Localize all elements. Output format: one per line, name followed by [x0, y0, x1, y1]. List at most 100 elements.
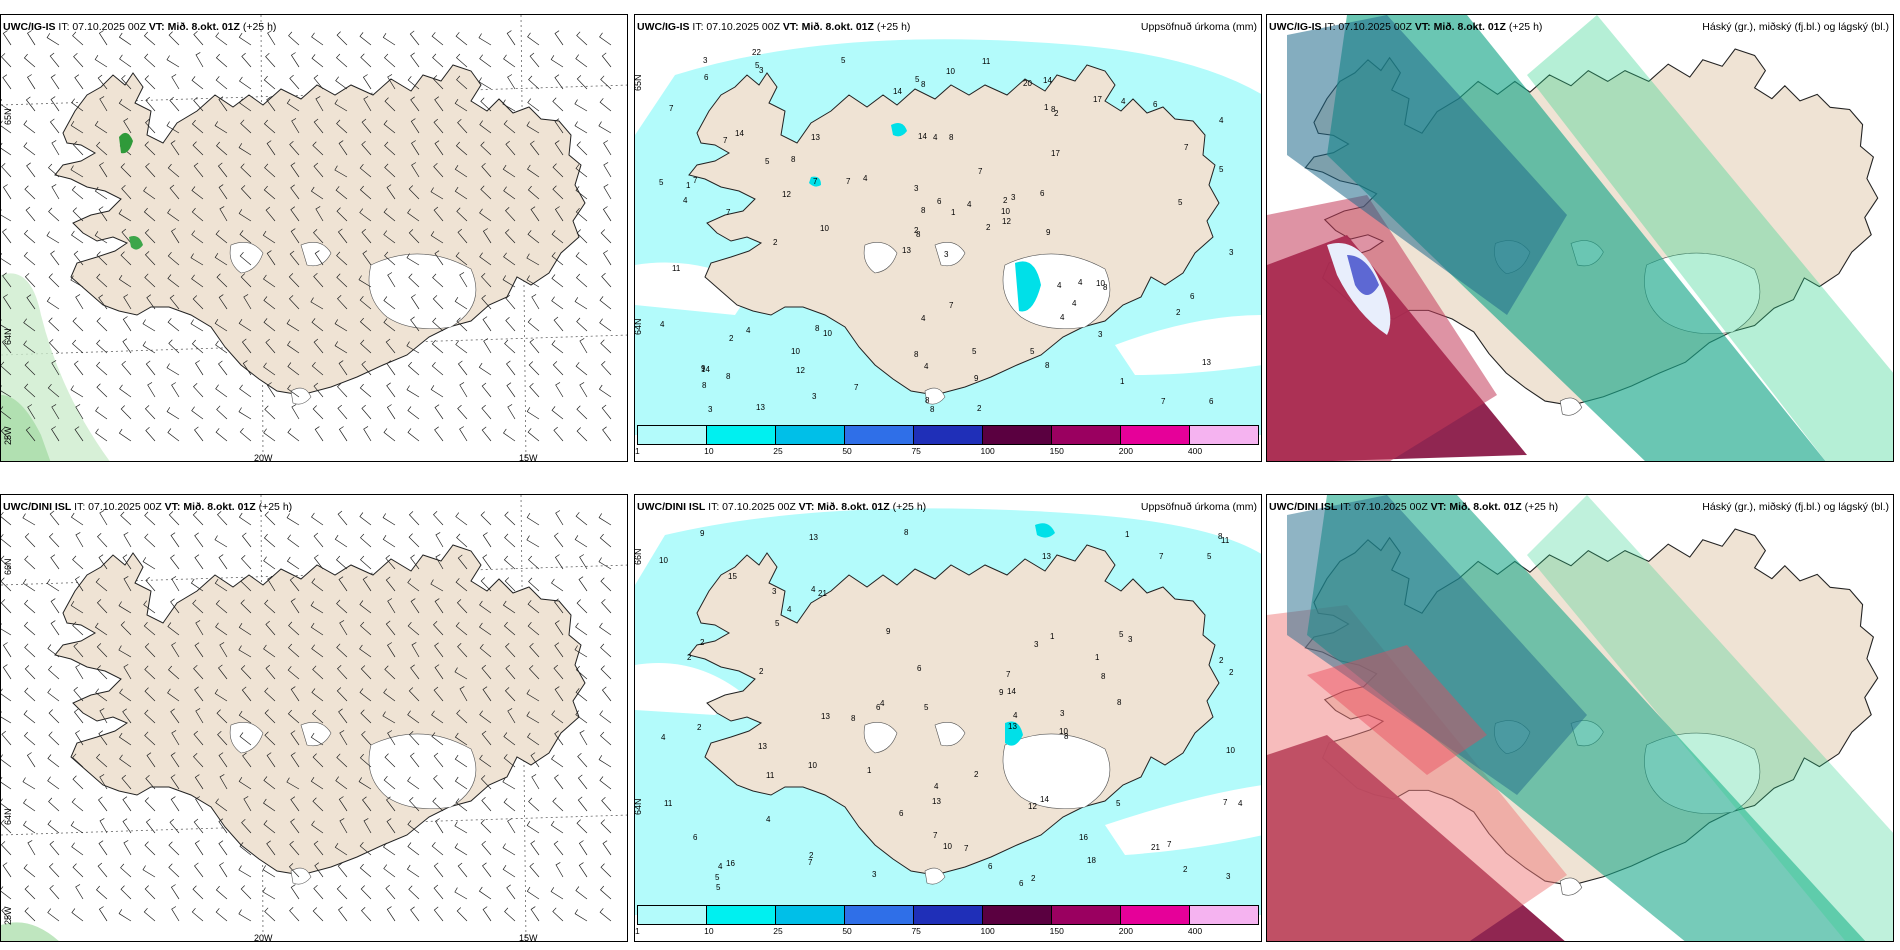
precip-value-label: 3 [1034, 640, 1039, 649]
wind-barb [286, 777, 300, 790]
wind-barb [96, 753, 108, 768]
precip-value-label: 5 [1030, 347, 1035, 356]
precip-value-label: 4 [811, 585, 816, 594]
wind-barb [338, 708, 348, 724]
wind-barb [574, 535, 588, 548]
wind-barb [574, 645, 588, 658]
wind-barb [98, 796, 108, 812]
precip-value-label: 5 [924, 703, 929, 712]
cloud-map-panel-bottom: UWC/DINI ISL IT: 07.10.2025 00Z VT: Mið.… [1266, 494, 1894, 942]
colorbar-segment [914, 906, 983, 924]
wind-barb [336, 599, 348, 614]
wind-barb [290, 228, 300, 244]
precip-value-label: 8 [949, 133, 954, 142]
wind-barb [383, 864, 396, 878]
wind-barb [555, 510, 564, 526]
wind-barb [457, 554, 468, 570]
wind-barb [526, 275, 540, 288]
wind-barb [455, 252, 468, 266]
wind-barb [24, 555, 36, 570]
wind-barb [73, 686, 84, 702]
wind-barb [120, 621, 132, 636]
wind-barb [25, 206, 36, 222]
wind-barb [1, 406, 12, 420]
wind-barb [1, 776, 12, 790]
wind-barb [193, 162, 204, 178]
wind-barb [459, 426, 468, 442]
wind-barb [219, 206, 228, 222]
wind-barb [575, 622, 588, 636]
precip-value-label: 8 [791, 155, 796, 164]
wind-barb [574, 909, 588, 922]
wind-barb [241, 52, 252, 68]
wind-barb [168, 863, 180, 878]
wind-barb [576, 75, 588, 90]
wind-barb [240, 599, 252, 614]
wind-barb [195, 708, 204, 724]
precip-value-label: 8 [1117, 698, 1122, 707]
wind-barb [48, 207, 60, 222]
wind-barb [1, 798, 12, 812]
wind-barb [408, 533, 420, 548]
precip-value-label: 4 [924, 362, 929, 371]
wind-barb [386, 906, 396, 922]
colorbar-segment [845, 906, 914, 924]
precip-value-label: 2 [1183, 865, 1188, 874]
wind-barb [554, 774, 564, 790]
wind-barb [263, 533, 276, 548]
precip-value-label: 7 [949, 301, 954, 310]
wind-barb [71, 98, 84, 112]
wind-barb [119, 688, 132, 702]
precip-value-label: 2 [914, 226, 919, 235]
wind-barb [215, 53, 228, 68]
precip-value-label: 2 [974, 770, 979, 779]
wind-barb [216, 405, 228, 420]
precip-value-label: 3 [708, 405, 713, 414]
wind-barb [215, 908, 228, 922]
precip-value-label: 6 [988, 862, 993, 871]
wind-barb [214, 253, 228, 266]
wind-barb [600, 731, 612, 746]
wind-barb [48, 709, 60, 724]
precip-value-label: 10 [808, 761, 817, 770]
wind-barb [454, 821, 468, 834]
wind-barb [241, 532, 252, 548]
wind-barb [408, 687, 420, 702]
wind-barb [359, 753, 372, 768]
wind-barb [504, 577, 516, 592]
wind-barb [96, 251, 108, 266]
precip-value-label: 21 [1151, 843, 1160, 852]
precip-value-label: 13 [1042, 552, 1051, 561]
wind-barb [47, 383, 60, 398]
wind-barb [575, 362, 588, 376]
wind-barb [263, 820, 276, 834]
wind-barb [407, 578, 420, 592]
wind-barb [72, 31, 84, 46]
precip-value-label: 6 [704, 73, 709, 82]
wind-barb [71, 797, 84, 812]
wind-barb [601, 361, 612, 376]
wind-barb [482, 862, 492, 878]
precip-value-label: 4 [718, 862, 723, 871]
wind-barb [287, 709, 300, 724]
precip-value-label: 3 [1229, 248, 1234, 257]
wind-barb [47, 644, 60, 658]
colorbar-tick-label: 1 [635, 446, 640, 456]
wind-barb [166, 55, 180, 68]
wind-barb [290, 818, 300, 834]
wind-barb [23, 53, 36, 68]
wind-barb [266, 382, 276, 398]
cloud-shading [1347, 255, 1379, 295]
wind-barb [362, 796, 372, 812]
wind-barb [384, 251, 396, 266]
wind-barb [600, 665, 612, 680]
wind-barb [71, 230, 84, 244]
colorbar-segment [983, 426, 1052, 444]
wind-barb [504, 339, 516, 354]
precip-value-label: 3 [759, 66, 764, 75]
wind-barb [384, 53, 396, 68]
wind-barb [410, 118, 420, 134]
wind-barb [98, 730, 108, 746]
wind-barb [50, 620, 60, 636]
wind-barb [1, 841, 12, 856]
